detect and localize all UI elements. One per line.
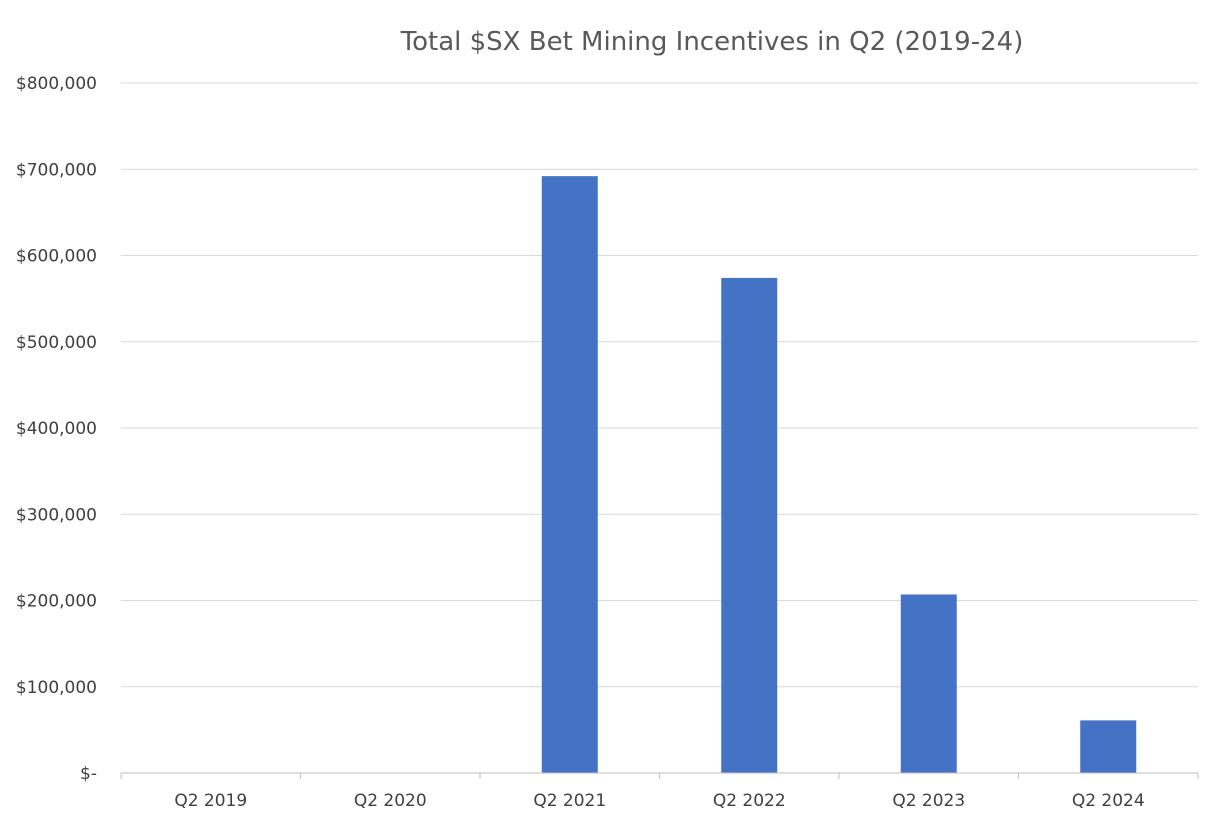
y-tick-label: $300,000 — [16, 505, 97, 525]
x-axis: Q2 2019 Q2 2020 Q2 2021 Q2 2022 Q2 2023 Q2 20… — [120, 772, 1199, 811]
x-tick-label: Q2 2023 — [892, 791, 965, 811]
y-tick-label: $400,000 — [16, 419, 97, 439]
x-tick-label: Q2 2020 — [354, 791, 427, 811]
x-tick-label: Q2 2021 — [533, 791, 606, 811]
bar — [1080, 720, 1137, 773]
gridlines — [121, 82, 1198, 688]
x-tick-label: Q2 2024 — [1072, 791, 1145, 811]
y-tick-label: $100,000 — [16, 678, 97, 698]
y-tick-label: $500,000 — [16, 333, 97, 353]
y-axis: $- $100,000 $200,000 $300,000 $400,000 $500,0… — [16, 74, 97, 784]
y-tick-label: $800,000 — [16, 74, 97, 94]
bars — [541, 176, 1137, 773]
x-tick-label: Q2 2019 — [174, 791, 247, 811]
x-tick-label: Q2 2022 — [713, 791, 786, 811]
y-tick-label: $200,000 — [16, 592, 97, 612]
bar — [900, 594, 957, 773]
y-tick-label: $700,000 — [16, 160, 97, 180]
chart-title: Total $SX Bet Mining Incentives in Q2 (2… — [400, 27, 1024, 57]
y-tick-label: $600,000 — [16, 247, 97, 267]
bar — [721, 277, 778, 773]
y-tick-label: $- — [80, 764, 97, 784]
bar — [541, 176, 598, 773]
